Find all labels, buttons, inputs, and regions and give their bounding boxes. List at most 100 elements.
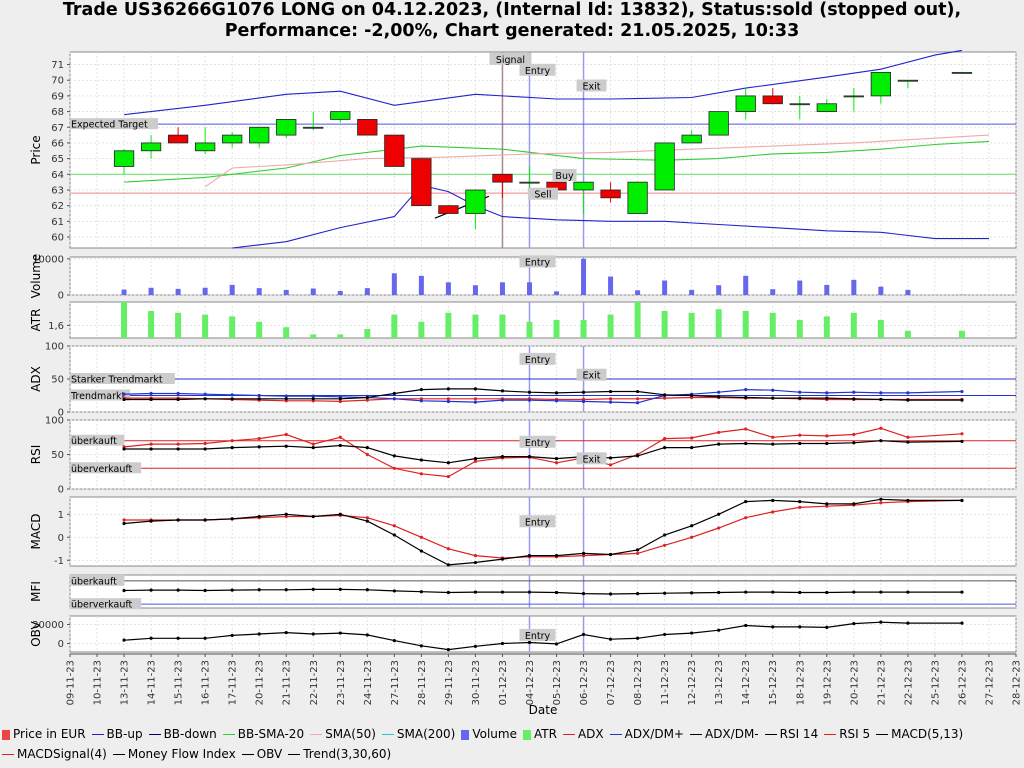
volume-bar (445, 282, 451, 295)
marker-label: Entry (525, 257, 551, 268)
obv-line-point (500, 641, 505, 646)
y-tick-label: 63 (51, 185, 64, 196)
candle (762, 95, 783, 105)
atr-bar (256, 321, 263, 338)
macd-line-point (446, 563, 450, 567)
volume-bar (472, 285, 478, 295)
atr-bar (229, 316, 236, 338)
volume-bar (283, 289, 289, 295)
legend-swatch (689, 734, 702, 735)
y-tick-label: 60 (51, 233, 64, 244)
x-tick-label: 30-11-23 (471, 660, 482, 705)
x-tick-label: 25-12-23 (930, 660, 941, 705)
rsi14-line-point (636, 454, 640, 458)
legend-swatch (876, 734, 889, 735)
volume-bar (878, 286, 884, 295)
rsi14-line-point (284, 444, 288, 448)
candle (249, 126, 270, 144)
dm-minus-line-point (203, 397, 207, 401)
marker-label-bg (519, 435, 556, 448)
atr-bar (742, 311, 749, 338)
mfi-line-point (663, 591, 667, 595)
rsi14-line-point (879, 439, 883, 443)
legend-item: SMA(200) (381, 724, 455, 744)
dm-minus-line-point (365, 395, 369, 400)
dm-minus-line-point (446, 387, 450, 391)
mfi-line-point (122, 588, 126, 593)
atr-bar (634, 302, 641, 338)
macd-line-point (419, 549, 423, 553)
macd-line-point (149, 519, 153, 523)
candle (167, 134, 189, 144)
candle (140, 142, 162, 152)
threshold-label: Trendmarkt (70, 391, 125, 402)
obv-line-point (122, 638, 126, 642)
legend-label: Trend(3,30,60) (303, 747, 392, 761)
legend-label: ATR (533, 727, 557, 741)
volume-bar (797, 280, 803, 295)
legend-label: RSI 5 (839, 727, 871, 741)
dm-plus-line-point (960, 389, 964, 394)
rsi14-line-point (176, 447, 180, 451)
threshold-label: überkauft (71, 436, 117, 447)
legend-swatch (562, 734, 575, 735)
x-tick-label: 21-11-23 (282, 660, 293, 705)
mfi-line-point (284, 588, 288, 592)
obv-line-point (636, 636, 640, 640)
dm-plus-line-point (744, 387, 748, 392)
candle (465, 189, 486, 214)
dm-plus-line-point (825, 391, 829, 395)
macd-signal-line-point (690, 535, 694, 539)
legend-swatch (112, 754, 125, 755)
adx-line-point (636, 397, 640, 401)
macd-line-point (176, 518, 180, 522)
candle (735, 95, 756, 112)
x-tick-label: 21-12-23 (876, 660, 887, 705)
legend-swatch (91, 734, 104, 735)
atr-bar (472, 314, 479, 338)
rsi14-line-point (825, 441, 829, 446)
dm-minus-line-point (717, 395, 721, 399)
rsi14-line-point (338, 443, 342, 448)
rsi14-line-point (392, 454, 396, 458)
dm-plus-line-point (581, 399, 586, 404)
candle (411, 158, 432, 207)
atr-bar (850, 312, 857, 338)
mfi-line-point (608, 592, 613, 596)
obv-line-point (473, 644, 478, 648)
mfi-line-point (338, 587, 342, 591)
macd-line-point (203, 518, 207, 522)
y-tick-label: 50 (51, 450, 64, 461)
volume-bar (608, 276, 614, 295)
y-tick-label: 65 (51, 154, 64, 165)
x-tick-label: 13-12-23 (714, 660, 725, 705)
dm-minus-line-point (176, 397, 180, 402)
x-tick-label: 10-11-23 (93, 660, 104, 705)
mfi-line-point (203, 588, 207, 593)
marker-label-bg (489, 52, 532, 65)
dm-minus-line-point (581, 390, 586, 394)
legend-swatch (148, 734, 161, 735)
macd-signal-line-point (122, 518, 126, 522)
y-tick-label: 1,6 (48, 321, 64, 332)
x-tick-label: 11-12-23 (660, 660, 671, 705)
candle (897, 79, 919, 82)
volume-bar (202, 287, 208, 295)
dm-plus-line-point (122, 392, 126, 396)
dm-plus-line-point (392, 397, 396, 401)
mfi-line-point (149, 588, 153, 592)
atr-bar (364, 329, 371, 338)
dm-minus-line-point (284, 397, 288, 401)
obv-line-point (446, 648, 450, 652)
atr-bar (148, 311, 155, 338)
macd-line-point (636, 548, 640, 552)
macd-signal-line-point (446, 547, 450, 551)
candle (330, 111, 351, 120)
macd-signal-line-point (636, 551, 640, 555)
rsi5-line-point (906, 435, 910, 439)
y-tick-label: 20000 (32, 620, 64, 631)
volume-bar (770, 289, 776, 295)
dm-minus-line-point (608, 389, 613, 394)
rsi14-line-point (690, 446, 694, 450)
mfi-line-point (960, 590, 964, 594)
